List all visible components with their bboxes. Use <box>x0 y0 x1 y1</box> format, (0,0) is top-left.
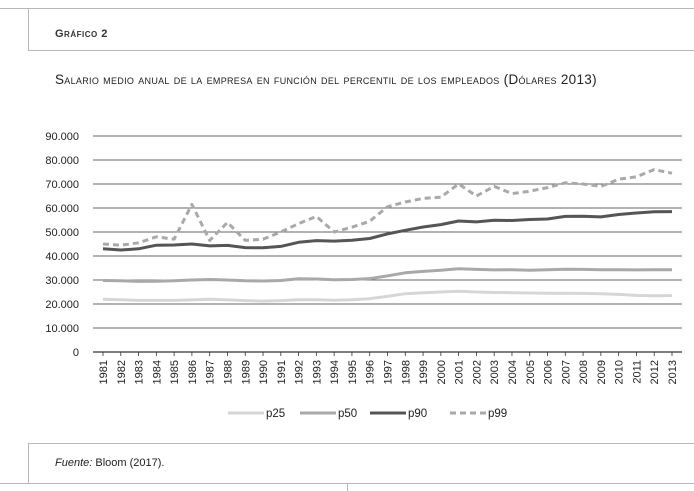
line-chart: 0 10.000 20.000 30.000 40.000 50.000 60.000 70.… <box>45 131 682 420</box>
legend-label-p50: p50 <box>338 408 357 420</box>
x-tick-label: 1990 <box>258 360 270 384</box>
series-line-p25 <box>102 289 673 303</box>
x-tick-label: 2000 <box>436 360 448 384</box>
series-line-p90 <box>102 210 673 252</box>
y-tick-label: 10.000 <box>45 323 79 335</box>
x-tick-label: 1988 <box>222 360 234 384</box>
x-tick-label: 2002 <box>471 360 483 384</box>
figure-label: Gráfico 2 <box>55 28 108 40</box>
x-tick-label: 2005 <box>525 360 537 384</box>
x-tick-label: 1987 <box>205 360 217 384</box>
x-tick-label: 1989 <box>240 360 252 384</box>
x-tick-label: 1994 <box>329 360 341 384</box>
y-tick-label: 40.000 <box>45 251 79 263</box>
series-line-p50 <box>102 267 672 283</box>
x-tick-label: 1998 <box>400 360 412 384</box>
x-tick-label: 1992 <box>294 360 306 384</box>
x-tick-label: 1984 <box>151 360 163 384</box>
x-tick-label: 1999 <box>418 360 430 384</box>
x-tick-label: 1986 <box>187 360 199 384</box>
x-tick-label: 1985 <box>169 360 181 384</box>
y-tick-label: 80.000 <box>45 155 79 167</box>
x-tick-label: 2007 <box>560 360 572 384</box>
x-tick-label: 1991 <box>276 360 288 384</box>
legend-label-p90: p90 <box>408 408 427 420</box>
header-vertical-rule <box>28 8 29 50</box>
source-note: Fuente: Bloom (2017). <box>55 457 164 469</box>
x-tick-label: 1996 <box>365 360 377 384</box>
x-tick-label: 1982 <box>116 360 128 384</box>
y-tick-label: 70.000 <box>45 179 79 191</box>
y-tick-label: 20.000 <box>45 299 79 311</box>
x-tick-label: 1995 <box>347 360 359 384</box>
gridlines <box>93 135 682 353</box>
top-rule <box>0 8 694 9</box>
x-tick-label: 2009 <box>596 360 608 384</box>
y-tick-label: 60.000 <box>45 203 79 215</box>
footer-tick <box>347 483 348 491</box>
chart-title: Salario medio anual de la empresa en fun… <box>55 72 597 87</box>
legend-label-p99: p99 <box>488 408 507 420</box>
x-tick-label: 2008 <box>578 360 590 384</box>
x-tick-label: 2011 <box>631 360 643 384</box>
x-tick-label: 2010 <box>614 360 626 384</box>
x-axis-tick-labels: 1981 1982 1983 1984 1985 1986 1987 1988 1989 1990… <box>98 352 679 384</box>
source-text: Bloom (2017). <box>92 457 165 469</box>
footer-vertical-rule <box>28 443 29 483</box>
x-tick-label: 1993 <box>311 360 323 384</box>
x-tick-label: 2012 <box>649 360 661 384</box>
x-tick-label: 2004 <box>507 360 519 384</box>
header-bottom-rule <box>28 50 694 51</box>
x-tick-label: 2001 <box>454 360 466 384</box>
series-lines <box>102 168 673 303</box>
source-prefix: Fuente: <box>55 457 93 469</box>
y-tick-label: 50.000 <box>45 227 79 239</box>
footer-top-rule <box>28 443 694 444</box>
series-line-p99 <box>102 168 673 247</box>
x-tick-label: 2013 <box>667 360 679 384</box>
x-tick-label: 2006 <box>543 360 555 384</box>
y-tick-label: 0 <box>73 347 79 359</box>
x-tick-label: 2003 <box>489 360 501 384</box>
y-tick-label: 30.000 <box>45 275 79 287</box>
x-tick-label: 1997 <box>383 360 395 384</box>
legend: p25 p50 p90 p99 <box>228 408 507 420</box>
legend-label-p25: p25 <box>266 408 285 420</box>
y-axis-tick-labels: 0 10.000 20.000 30.000 40.000 50.000 60.000 70.… <box>45 131 79 359</box>
x-tick-label: 1981 <box>98 360 110 384</box>
y-tick-label: 90.000 <box>45 131 79 143</box>
x-tick-label: 1983 <box>134 360 146 384</box>
